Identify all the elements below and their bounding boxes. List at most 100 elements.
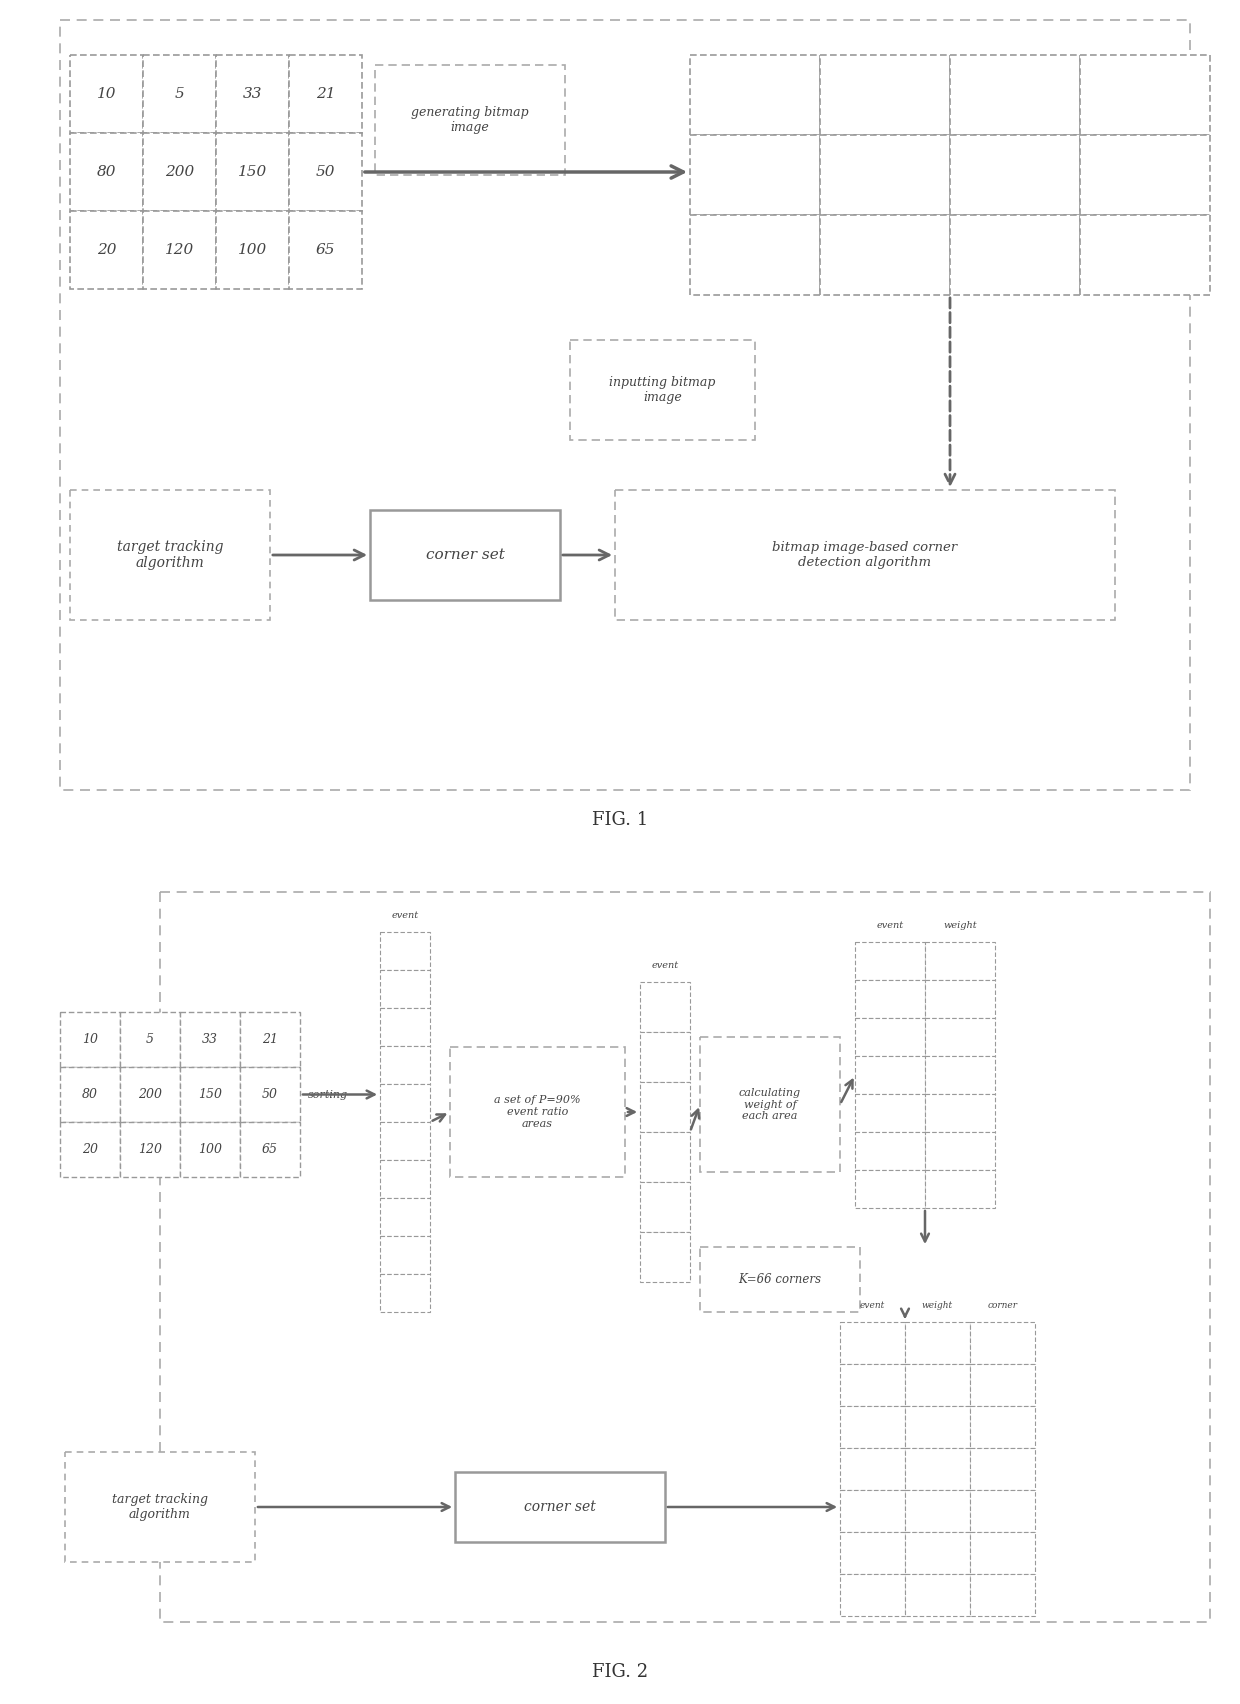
- Text: 65: 65: [262, 1143, 278, 1155]
- Text: 33: 33: [202, 1033, 218, 1046]
- Text: 10: 10: [82, 1033, 98, 1046]
- Bar: [69, 211, 143, 290]
- Bar: [379, 1160, 430, 1198]
- Bar: [925, 1171, 994, 1208]
- Text: target tracking
algorithm: target tracking algorithm: [112, 1493, 208, 1522]
- Text: event: event: [877, 920, 904, 930]
- Bar: [379, 1121, 430, 1160]
- Bar: [64, 1452, 255, 1563]
- Bar: [60, 1121, 120, 1177]
- Bar: [379, 1084, 430, 1121]
- Bar: [970, 1322, 1035, 1363]
- Text: 20: 20: [82, 1143, 98, 1155]
- Bar: [640, 982, 689, 1033]
- Text: corner set: corner set: [425, 549, 505, 562]
- Text: 10: 10: [97, 87, 117, 101]
- Text: a set of P=90%
event ratio
areas: a set of P=90% event ratio areas: [495, 1096, 580, 1128]
- Bar: [160, 891, 1210, 1622]
- Bar: [839, 1322, 905, 1363]
- Text: FIG. 1: FIG. 1: [591, 811, 649, 830]
- Bar: [180, 1067, 241, 1121]
- Bar: [640, 1033, 689, 1082]
- Bar: [905, 1532, 970, 1574]
- Bar: [856, 980, 925, 1017]
- Bar: [970, 1448, 1035, 1489]
- Text: 5: 5: [175, 87, 185, 101]
- Bar: [970, 1532, 1035, 1574]
- Bar: [905, 1363, 970, 1406]
- Bar: [970, 1489, 1035, 1532]
- Bar: [970, 1406, 1035, 1448]
- Text: 20: 20: [97, 244, 117, 257]
- Bar: [689, 215, 820, 295]
- Bar: [60, 1012, 120, 1067]
- Text: calculating
weight of
each area: calculating weight of each area: [739, 1087, 801, 1121]
- Bar: [143, 55, 216, 133]
- Bar: [970, 1574, 1035, 1615]
- Bar: [701, 1038, 839, 1172]
- Text: 21: 21: [262, 1033, 278, 1046]
- Text: inputting bitmap
image: inputting bitmap image: [609, 377, 715, 404]
- Bar: [379, 1235, 430, 1275]
- Bar: [839, 1406, 905, 1448]
- Bar: [856, 1131, 925, 1171]
- Bar: [905, 1489, 970, 1532]
- Text: 200: 200: [138, 1087, 162, 1101]
- Bar: [379, 1046, 430, 1084]
- Bar: [379, 1198, 430, 1235]
- Text: 50: 50: [316, 165, 335, 179]
- Bar: [689, 135, 820, 215]
- Bar: [856, 1056, 925, 1094]
- Bar: [241, 1067, 300, 1121]
- Bar: [839, 1574, 905, 1615]
- Bar: [856, 1094, 925, 1131]
- Text: generating bitmap
image: generating bitmap image: [412, 106, 528, 135]
- Bar: [241, 1012, 300, 1067]
- Bar: [950, 135, 1080, 215]
- Bar: [69, 55, 143, 133]
- Bar: [701, 1247, 861, 1312]
- Bar: [379, 932, 430, 970]
- Text: bitmap image-based corner
detection algorithm: bitmap image-based corner detection algo…: [773, 540, 957, 569]
- Bar: [143, 211, 216, 290]
- Text: event: event: [651, 961, 678, 970]
- Bar: [925, 1017, 994, 1056]
- Text: 21: 21: [316, 87, 335, 101]
- Text: 100: 100: [238, 244, 267, 257]
- Text: 50: 50: [262, 1087, 278, 1101]
- Bar: [925, 942, 994, 980]
- Bar: [950, 55, 1080, 135]
- Bar: [640, 1131, 689, 1183]
- Bar: [120, 1121, 180, 1177]
- Bar: [216, 133, 289, 211]
- Bar: [241, 1121, 300, 1177]
- Bar: [839, 1532, 905, 1574]
- Text: 33: 33: [243, 87, 262, 101]
- Text: FIG. 2: FIG. 2: [591, 1663, 649, 1682]
- Bar: [379, 1009, 430, 1046]
- Bar: [69, 491, 270, 620]
- Bar: [374, 65, 565, 176]
- Text: 65: 65: [316, 244, 335, 257]
- Bar: [1080, 55, 1210, 135]
- Bar: [120, 1067, 180, 1121]
- Bar: [60, 1067, 120, 1121]
- Bar: [856, 1017, 925, 1056]
- Bar: [925, 1056, 994, 1094]
- Text: event: event: [859, 1300, 885, 1310]
- Bar: [1080, 215, 1210, 295]
- Text: weight: weight: [944, 920, 977, 930]
- Bar: [839, 1448, 905, 1489]
- Bar: [120, 1012, 180, 1067]
- Text: corner set: corner set: [525, 1500, 596, 1513]
- Bar: [379, 970, 430, 1009]
- Bar: [905, 1406, 970, 1448]
- Bar: [143, 133, 216, 211]
- Bar: [289, 211, 362, 290]
- Bar: [180, 1012, 241, 1067]
- Bar: [216, 211, 289, 290]
- Text: K=66 corners: K=66 corners: [739, 1273, 821, 1287]
- Text: corner: corner: [987, 1300, 1018, 1310]
- Text: 120: 120: [165, 244, 195, 257]
- Bar: [856, 1171, 925, 1208]
